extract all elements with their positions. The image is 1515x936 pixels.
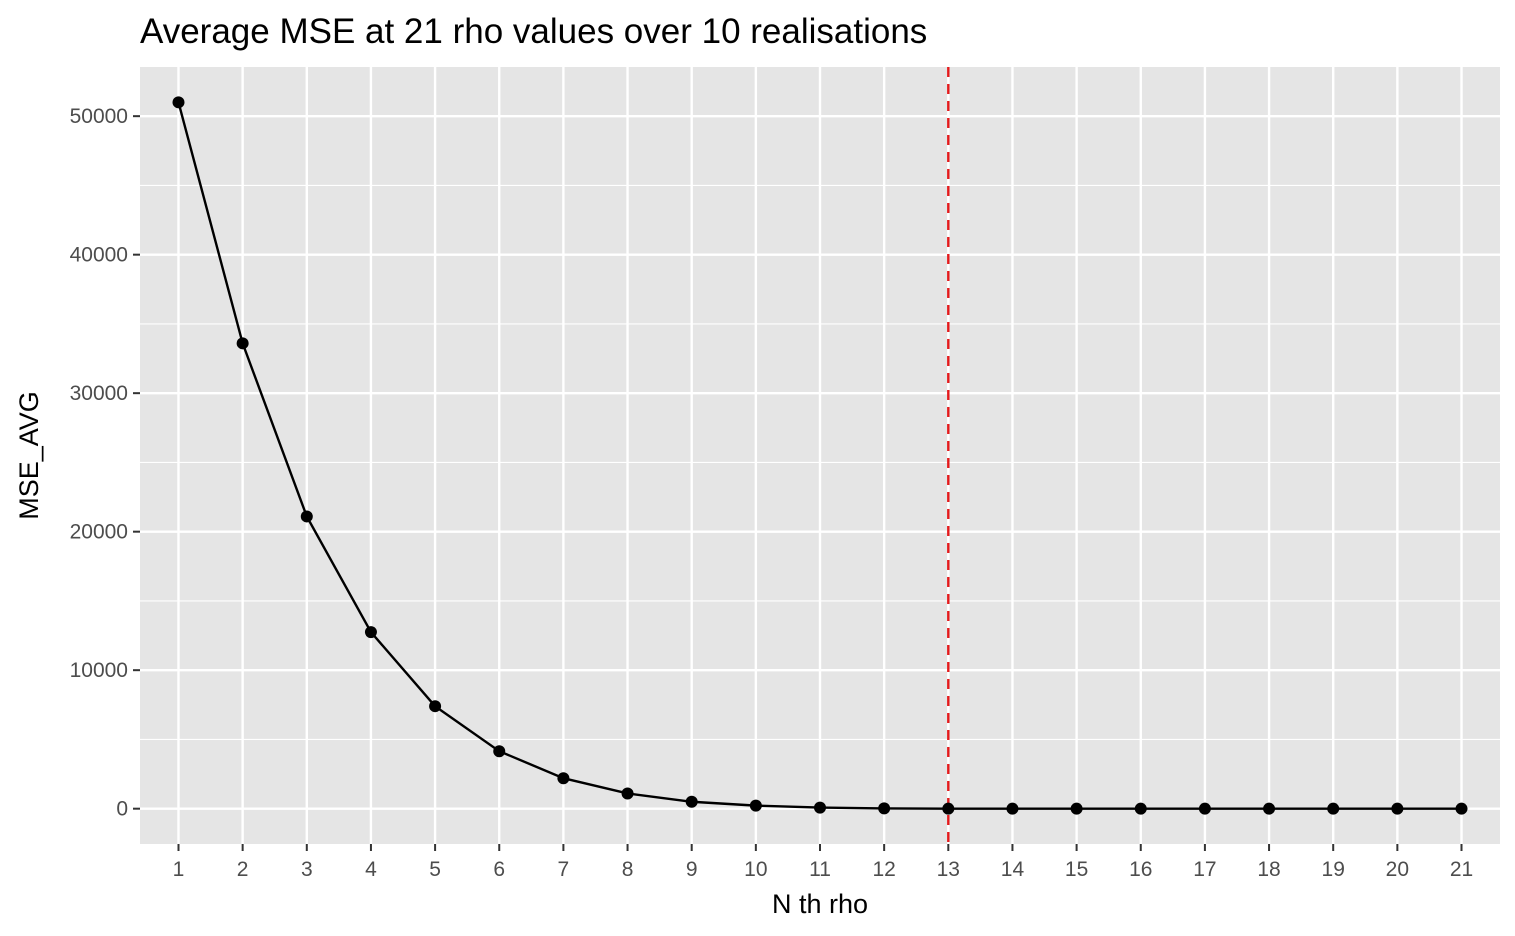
data-point	[1327, 802, 1340, 815]
x-tick-label: 10	[744, 858, 767, 881]
y-tick-label: 50000	[70, 105, 128, 128]
x-tick-label: 16	[1129, 858, 1152, 881]
x-tick-label: 12	[872, 858, 895, 881]
x-tick-label: 4	[365, 858, 377, 881]
x-tick-label: 18	[1257, 858, 1280, 881]
x-tick-label: 8	[622, 858, 634, 881]
x-tick-label: 9	[686, 858, 698, 881]
data-point	[621, 787, 634, 800]
x-tick-label: 15	[1065, 858, 1088, 881]
y-tick-label: 0	[116, 798, 128, 821]
x-tick-label: 14	[1001, 858, 1025, 881]
data-point	[1263, 802, 1276, 815]
y-tick-label: 10000	[70, 659, 128, 682]
y-tick-label: 40000	[70, 244, 128, 267]
data-point	[685, 795, 698, 808]
data-point	[749, 799, 762, 812]
data-point	[300, 510, 313, 523]
data-point	[878, 802, 891, 815]
y-axis-title: MSE_AVG	[14, 391, 44, 520]
data-point	[1134, 802, 1147, 815]
data-point	[364, 626, 377, 639]
x-tick-label: 11	[809, 858, 831, 881]
data-point	[493, 745, 506, 758]
y-tick-label: 30000	[70, 382, 128, 405]
x-tick-label: 20	[1386, 858, 1409, 881]
x-tick-label: 21	[1450, 858, 1473, 881]
x-tick-label: 6	[493, 858, 505, 881]
data-point	[814, 801, 826, 814]
x-tick-label: 1	[173, 858, 185, 881]
data-point	[429, 700, 442, 713]
y-tick-label: 20000	[70, 521, 128, 544]
x-tick-label: 13	[937, 858, 960, 881]
major-gridlines	[140, 67, 1500, 844]
data-point	[236, 337, 249, 350]
x-tick-label: 17	[1193, 858, 1216, 881]
data-point	[942, 802, 955, 815]
y-axis: 0 10000 20000 30000 40000 50000	[70, 105, 140, 821]
data-point	[1006, 802, 1019, 815]
x-tick-label: 3	[301, 858, 313, 881]
data-point	[1070, 802, 1083, 815]
x-tick-label: 7	[558, 858, 570, 881]
x-tick-label: 5	[429, 858, 441, 881]
x-tick-label: 19	[1322, 858, 1345, 881]
x-axis-title: N th rho	[772, 889, 868, 919]
x-axis: 1 2 3 4 5 6 7 8 9 10 11 12 13 14 15 16 17 18 19 20 21	[173, 844, 1473, 881]
data-point	[1455, 802, 1468, 815]
x-tick-label: 2	[237, 858, 249, 881]
data-point	[172, 96, 185, 109]
data-points	[172, 96, 1468, 815]
data-point	[557, 772, 570, 785]
data-point	[1391, 802, 1404, 815]
chart-title: Average MSE at 21 rho values over 10 rea…	[140, 12, 927, 51]
data-point	[1198, 802, 1211, 815]
